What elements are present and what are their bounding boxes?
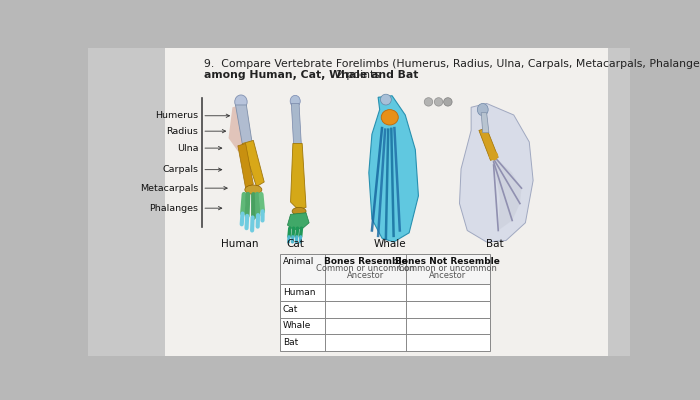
Text: 9.  Compare Vertebrate Forelimbs (Humerus, Radius, Ulna, Carpals, Metacarpals, P: 9. Compare Vertebrate Forelimbs (Humerus… bbox=[204, 59, 700, 69]
Ellipse shape bbox=[292, 207, 306, 215]
Bar bbox=[280, 254, 490, 284]
Bar bbox=[88, 48, 165, 356]
Polygon shape bbox=[459, 104, 533, 242]
Text: Carpals: Carpals bbox=[162, 165, 198, 174]
Polygon shape bbox=[288, 213, 309, 230]
Text: Bat: Bat bbox=[283, 338, 298, 348]
Polygon shape bbox=[238, 144, 253, 188]
Text: among Human, Cat, Whale and Bat: among Human, Cat, Whale and Bat bbox=[204, 70, 418, 80]
Bar bbox=[280, 334, 490, 351]
Bar bbox=[280, 284, 490, 300]
Text: Ulna: Ulna bbox=[177, 144, 198, 153]
Ellipse shape bbox=[234, 95, 247, 109]
Ellipse shape bbox=[382, 110, 398, 125]
Text: Ancestor: Ancestor bbox=[346, 271, 384, 280]
Text: Whale: Whale bbox=[373, 239, 406, 249]
Ellipse shape bbox=[424, 98, 433, 106]
Text: Ancestor: Ancestor bbox=[429, 271, 466, 280]
Text: Animal: Animal bbox=[283, 258, 314, 266]
Polygon shape bbox=[369, 96, 419, 242]
Bar bbox=[280, 300, 490, 318]
Text: Common or uncommon: Common or uncommon bbox=[398, 264, 497, 273]
Text: Bones Not Resemble: Bones Not Resemble bbox=[395, 257, 500, 266]
Bar bbox=[280, 318, 490, 334]
Ellipse shape bbox=[477, 104, 488, 116]
Text: Human: Human bbox=[283, 288, 315, 296]
Text: Human: Human bbox=[220, 239, 258, 249]
Bar bbox=[608, 48, 630, 356]
Text: Phalanges: Phalanges bbox=[149, 204, 198, 213]
Polygon shape bbox=[290, 144, 306, 210]
Text: 2 points: 2 points bbox=[335, 70, 379, 80]
Text: Whale: Whale bbox=[283, 322, 312, 330]
Text: Humerus: Humerus bbox=[155, 111, 198, 120]
Polygon shape bbox=[235, 105, 253, 150]
Ellipse shape bbox=[434, 98, 443, 106]
Polygon shape bbox=[494, 156, 522, 204]
Text: Cat: Cat bbox=[286, 239, 304, 249]
Polygon shape bbox=[494, 159, 520, 220]
Polygon shape bbox=[494, 162, 512, 230]
Text: Radius: Radius bbox=[167, 127, 198, 136]
Ellipse shape bbox=[245, 185, 262, 194]
Bar bbox=[165, 48, 608, 356]
Text: Metacarpals: Metacarpals bbox=[140, 184, 198, 193]
Text: Bones Resemble: Bones Resemble bbox=[323, 257, 407, 266]
Ellipse shape bbox=[381, 94, 391, 105]
Circle shape bbox=[490, 152, 498, 160]
Text: Bat: Bat bbox=[486, 239, 503, 249]
Polygon shape bbox=[291, 104, 302, 146]
Ellipse shape bbox=[290, 95, 300, 107]
Ellipse shape bbox=[444, 98, 452, 106]
Bar bbox=[165, 48, 608, 356]
Text: Cat: Cat bbox=[283, 304, 298, 314]
Polygon shape bbox=[479, 128, 498, 160]
Polygon shape bbox=[481, 113, 489, 133]
Text: Common or uncommon: Common or uncommon bbox=[316, 264, 415, 273]
Polygon shape bbox=[228, 105, 246, 151]
Polygon shape bbox=[242, 140, 264, 186]
